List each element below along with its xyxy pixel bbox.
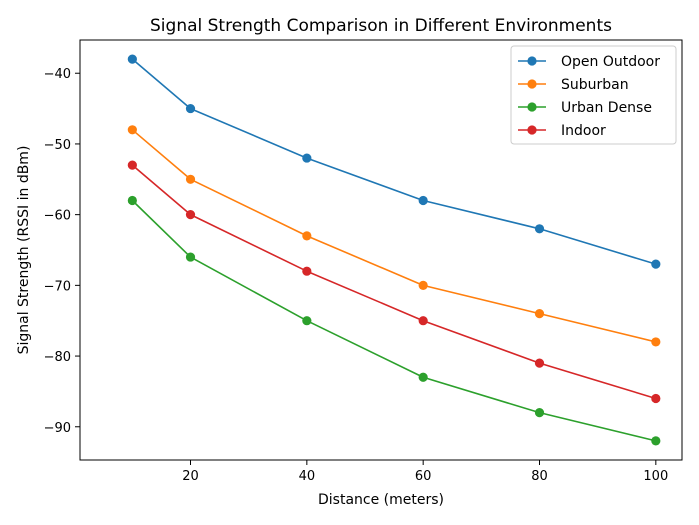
x-tick-label: 100: [643, 469, 668, 484]
data-point: [185, 174, 196, 184]
series-line: [131, 164, 657, 400]
legend-label: Suburban: [561, 77, 629, 93]
x-tick-label: 80: [531, 469, 548, 484]
legend-marker: [527, 56, 537, 66]
y-tick-label: −60: [44, 209, 71, 224]
data-point: [651, 337, 661, 347]
data-point: [302, 153, 312, 163]
series-line: [131, 199, 657, 442]
y-tick-label: −90: [44, 421, 71, 436]
data-point: [534, 408, 545, 418]
data-point: [302, 231, 312, 241]
x-tick-label: 40: [299, 469, 316, 484]
legend-marker: [527, 79, 537, 89]
data-point: [418, 280, 428, 290]
data-point: [534, 309, 545, 319]
x-tick-label: 20: [182, 469, 199, 484]
data-point: [651, 259, 661, 269]
series-layer: [127, 54, 661, 446]
data-point: [302, 266, 312, 276]
plot-frame: [79, 39, 683, 461]
x-axis-label: Distance (meters): [318, 492, 444, 508]
legend-box: [510, 45, 677, 145]
legend-item: Indoor: [518, 123, 606, 139]
data-point: [127, 125, 137, 135]
y-tick-label: −50: [44, 138, 71, 153]
data-point: [127, 54, 137, 64]
series-line: [131, 129, 657, 343]
series-0: [127, 54, 661, 269]
data-point: [185, 103, 196, 114]
legend-label: Indoor: [561, 123, 606, 139]
data-point: [185, 210, 196, 220]
data-point: [127, 195, 137, 206]
legend-label: Open Outdoor: [561, 54, 660, 70]
data-point: [418, 195, 428, 206]
chart-title: Signal Strength Comparison in Different …: [150, 16, 612, 36]
legend-item: Suburban: [518, 77, 629, 93]
data-point: [127, 160, 137, 170]
series-1: [127, 125, 661, 347]
y-tick-label: −70: [44, 279, 71, 294]
data-point: [534, 224, 545, 234]
y-axis-label: Signal Strength (RSSI in dBm): [16, 146, 32, 355]
data-point: [418, 316, 428, 326]
data-point: [418, 372, 428, 382]
x-tick-label: 60: [415, 469, 432, 484]
y-tick-label: −40: [44, 67, 71, 82]
data-point: [534, 358, 545, 368]
legend-marker: [527, 102, 537, 112]
legend-marker: [527, 125, 537, 135]
y-axis: −40 −50 −60 −70 −80 −90: [44, 67, 80, 436]
series-3: [127, 160, 661, 404]
x-axis: 20 40 60 80 100: [182, 460, 668, 484]
legend-item: Urban Dense: [518, 100, 652, 116]
legend-label: Urban Dense: [561, 100, 652, 116]
y-tick-label: −80: [44, 350, 71, 365]
data-point: [651, 393, 661, 404]
data-point: [185, 252, 196, 262]
plot-area: 20 40 60 80 100 −40 −50 −60 −70 −80 −90: [44, 39, 683, 484]
legend: Open Outdoor Suburban Urban Dense Indoor: [510, 45, 677, 145]
data-point: [302, 316, 312, 326]
series-2: [127, 195, 661, 446]
legend-item: Open Outdoor: [518, 54, 660, 70]
data-point: [651, 436, 661, 446]
series-line: [131, 58, 657, 265]
